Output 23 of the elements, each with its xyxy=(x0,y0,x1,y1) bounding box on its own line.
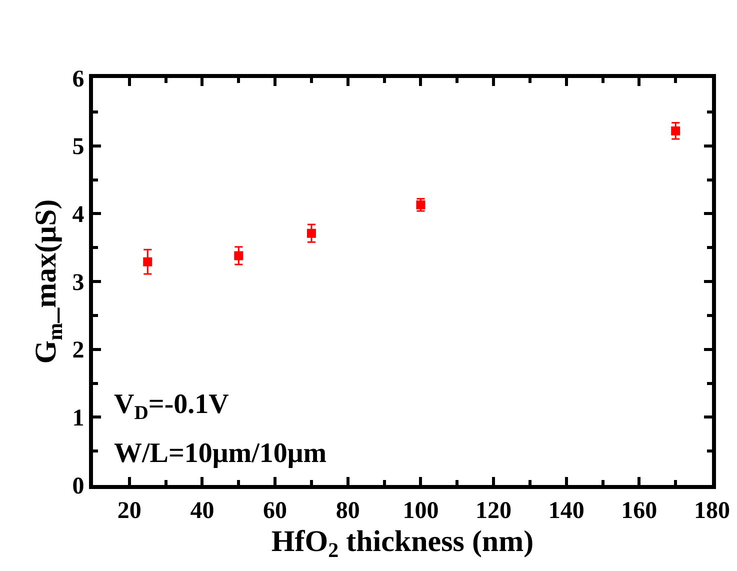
y-tick-label: 1 xyxy=(72,406,84,432)
x-axis-title: HfO$_{2}$ thickness (nm) xyxy=(271,524,534,562)
annotation: V$_{D}$=-0.1V xyxy=(114,389,229,424)
y-tick-label: 4 xyxy=(72,202,84,228)
x-tick-label: 140 xyxy=(548,498,584,524)
x-tick-label: 20 xyxy=(117,498,142,524)
x-tick-label: 180 xyxy=(694,498,730,524)
x-tick-label: 40 xyxy=(190,498,214,524)
point xyxy=(306,228,316,238)
point xyxy=(143,257,152,266)
y-tick-label: 3 xyxy=(72,270,84,296)
point xyxy=(671,126,680,136)
y-tick-label: 6 xyxy=(72,66,84,92)
x-tick-label: 80 xyxy=(336,498,360,524)
y-tick-label: 2 xyxy=(72,338,84,364)
x-tick-label: 120 xyxy=(476,498,512,524)
point xyxy=(234,251,244,260)
x-tick-label: 160 xyxy=(621,498,658,524)
annotation: W/L=10μm/10μm xyxy=(114,438,327,469)
x-tick-label: 100 xyxy=(402,498,439,524)
y-tick-label: 5 xyxy=(72,134,84,160)
x-tick-label: 60 xyxy=(263,498,288,524)
y-tick-label: 0 xyxy=(72,473,84,500)
